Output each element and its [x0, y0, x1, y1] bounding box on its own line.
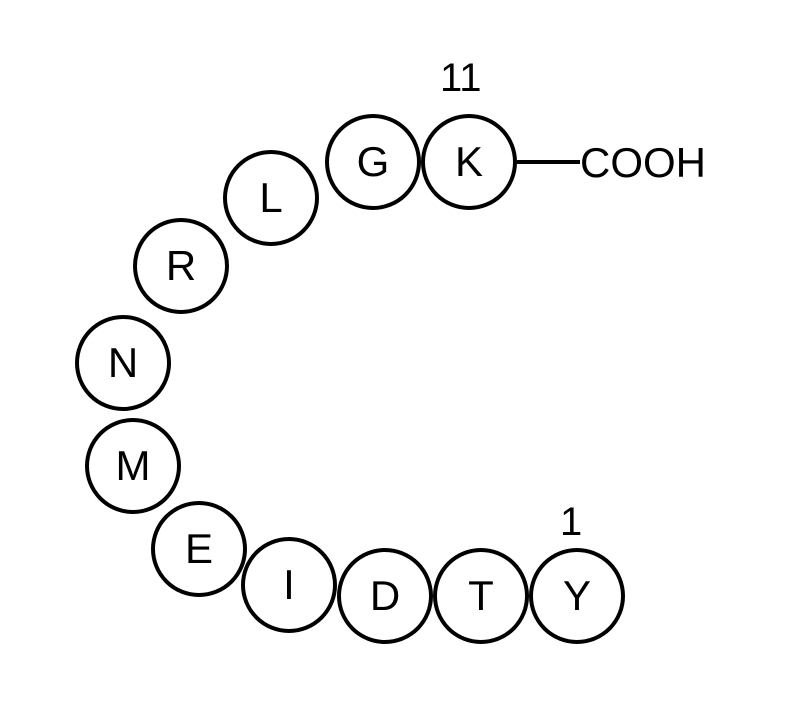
residue-m: M — [85, 418, 181, 514]
residue-e: E — [151, 501, 247, 597]
position-label-11: 11 — [440, 58, 482, 98]
residue-g: G — [325, 114, 421, 210]
residue-t: T — [433, 548, 529, 644]
residue-d: D — [337, 548, 433, 644]
position-label-1: 1 — [560, 502, 582, 542]
residue-y: Y — [529, 548, 625, 644]
residue-r-letter: R — [166, 245, 196, 287]
residue-n-letter: N — [108, 342, 138, 384]
peptide-diagram: Y T D I E M N R L G K 1 11 COOH — [0, 0, 806, 705]
residue-i: I — [241, 537, 337, 633]
residue-m-letter: M — [116, 445, 151, 487]
residue-l-letter: L — [259, 177, 282, 219]
residue-g-letter: G — [357, 141, 390, 183]
residue-n: N — [75, 315, 171, 411]
residue-d-letter: D — [370, 575, 400, 617]
connector-k-cooh — [517, 160, 580, 164]
residue-i-letter: I — [283, 564, 295, 606]
residue-y-letter: Y — [563, 575, 591, 617]
residue-t-letter: T — [468, 575, 494, 617]
residue-e-letter: E — [185, 528, 213, 570]
residue-k: K — [421, 114, 517, 210]
terminus-label-cooh: COOH — [580, 142, 706, 184]
residue-r: R — [133, 218, 229, 314]
residue-k-letter: K — [455, 141, 483, 183]
residue-l: L — [223, 150, 319, 246]
